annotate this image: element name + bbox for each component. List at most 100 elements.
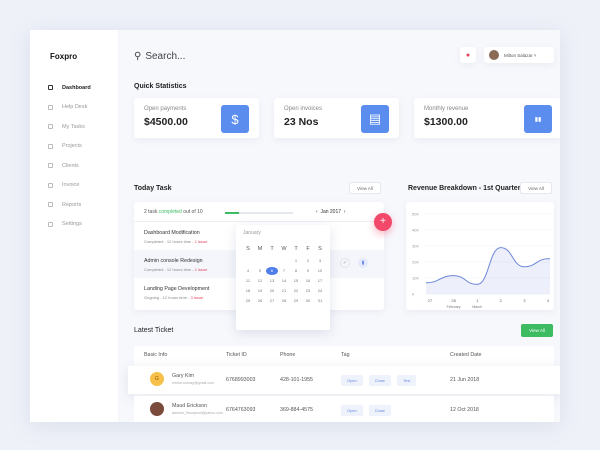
nav-icon [48, 221, 53, 227]
calendar-day[interactable]: 15 [293, 278, 299, 283]
column-header: Phone [280, 352, 296, 358]
calendar-day[interactable]: 29 [293, 298, 299, 303]
nav-icon [48, 143, 53, 149]
task-item[interactable]: Dashboard Modification Completed - 12 hou… [144, 230, 208, 244]
column-header: Created Date [450, 352, 482, 358]
calendar-day[interactable]: 21 [281, 288, 287, 293]
x-group-label: March [472, 305, 482, 309]
notification-icon[interactable]: ● [460, 47, 476, 63]
check-icon[interactable]: ✓ [340, 258, 350, 268]
calendar-day[interactable]: 4 [246, 268, 250, 273]
calendar-day[interactable]: 10 [317, 268, 323, 273]
calendar-day[interactable]: 23 [305, 288, 311, 293]
y-tick-label: 200 [412, 260, 419, 265]
sidebar-item-settings[interactable]: Settings [48, 215, 91, 235]
avatar [150, 402, 164, 416]
add-task-button[interactable]: + [374, 213, 392, 231]
calendar-day[interactable]: 12 [257, 278, 263, 283]
sidebar-item-reports[interactable]: Reports [48, 195, 91, 215]
ticket-view-all-button[interactable]: View All [521, 324, 553, 337]
weekday-label: W [281, 246, 287, 252]
tag-badge[interactable]: Test [397, 375, 417, 386]
logo: Foxpro [50, 52, 78, 61]
nav-icon [48, 124, 53, 130]
calendar-popup: January S M T W T F S · · · · 1 2 3 4 5 6 7 8 9 10 11 12 13 14 15… [236, 225, 330, 330]
sidebar-item-help-desk[interactable]: Help Desk [48, 98, 91, 118]
document-icon: ▤ [361, 105, 389, 133]
task-item[interactable]: Landing Page Development Ongoing - 12 hou… [144, 286, 210, 300]
y-tick-label: 300 [412, 244, 419, 249]
calendar-day[interactable]: 11 [245, 278, 251, 283]
revenue-title: Revenue Breakdown - 1st Quarter [408, 185, 521, 192]
calendar-day[interactable]: 5 [258, 268, 262, 273]
latest-ticket-title: Latest Ticket [134, 327, 174, 334]
area-fill [426, 247, 550, 294]
calendar-day[interactable]: 1 [294, 258, 298, 263]
weekday-label: S [318, 246, 322, 252]
revenue-view-all-button[interactable]: View All [520, 182, 552, 194]
month-selector[interactable]: ‹ Jan 2017 › [316, 209, 346, 215]
calendar-month: January [243, 230, 261, 236]
calendar-day[interactable]: 26 [257, 298, 263, 303]
calendar-day[interactable]: 3 [318, 258, 322, 263]
today-task-title: Today Task [134, 185, 172, 192]
calendar-day[interactable]: 19 [257, 288, 263, 293]
calendar-day[interactable]: 9 [306, 268, 310, 273]
calendar-day[interactable]: 7 [282, 268, 286, 273]
weekday-label: S [246, 246, 250, 252]
calendar-day[interactable]: 28 [281, 298, 287, 303]
search-input[interactable]: ⚲ Search... [134, 51, 186, 62]
calendar-day[interactable]: 25 [245, 298, 251, 303]
sidebar-item-dashboard[interactable]: Dashboard [48, 78, 91, 98]
x-tick-label: 2 [500, 298, 503, 303]
calendar-day[interactable]: 16 [305, 278, 311, 283]
x-tick-label: 3 [523, 298, 526, 303]
task-view-all-button[interactable]: View All [349, 182, 381, 194]
sidebar-item-invoice[interactable]: Invoice [48, 176, 91, 196]
table-row[interactable]: G Gary Kim elmira.murray@gmail.com 6768993… [128, 366, 560, 394]
tag-badge[interactable]: Open [341, 375, 363, 386]
sidebar-item-clients[interactable]: Clients [48, 156, 91, 176]
calendar-day[interactable]: 22 [293, 288, 299, 293]
calendar-day[interactable]: 20 [269, 288, 275, 293]
calendar-day[interactable]: 18 [245, 288, 251, 293]
tag-badge[interactable]: Close [368, 375, 392, 386]
nav-icon [48, 85, 53, 91]
delete-icon[interactable]: ▮ [358, 258, 368, 268]
x-tick-label: 28 [451, 298, 456, 303]
nav-icon [48, 163, 53, 169]
tag-badge[interactable]: Open [341, 405, 363, 416]
column-header: Tag [341, 352, 350, 358]
calendar-day[interactable]: 17 [317, 278, 323, 283]
revenue-chart: 0 100 200 300 400 500 27 28 1 2 3 4 February March [412, 212, 551, 309]
calendar-day[interactable]: 14 [281, 278, 287, 283]
nav-icon [48, 202, 53, 208]
y-tick-label: 400 [412, 228, 419, 233]
calendar-day[interactable]: 8 [294, 268, 298, 273]
calendar-day[interactable]: 30 [305, 298, 311, 303]
sidebar: Foxpro Dashboard Help Desk My Tasks Project… [30, 30, 118, 422]
tag-badge[interactable]: Close [368, 405, 392, 416]
task-item[interactable]: Admin console Redesign Completed - 12 hou… [144, 258, 208, 272]
calendar-day[interactable]: 13 [269, 278, 275, 283]
sidebar-item-my-tasks[interactable]: My Tasks [48, 117, 91, 137]
table-row[interactable]: Maud Erickson darlene_thompson@yahoo.com … [134, 395, 554, 422]
search-icon: ⚲ [134, 51, 142, 62]
nav-icon [48, 182, 53, 188]
calendar-day[interactable]: 24 [317, 288, 323, 293]
task-summary: 2 task completed out of 10 [144, 209, 203, 215]
x-tick-label: 4 [547, 298, 550, 303]
user-menu[interactable]: Milton Salazar ˅ [484, 47, 554, 63]
quick-stats-title: Quick Statistics [134, 83, 187, 90]
calendar-grid: S M T W T F S · · · · 1 2 3 4 5 6 7 8 9 10 11 12 13 14 15 16 17 18 19… [242, 245, 326, 305]
calendar-day[interactable]: 2 [306, 258, 310, 263]
weekday-label: F [306, 246, 310, 252]
calendar-day[interactable]: 31 [317, 298, 323, 303]
y-tick-label: 500 [412, 212, 419, 217]
x-tick-label: 27 [428, 298, 433, 303]
series-line [425, 247, 551, 285]
calendar-day[interactable]: 6 [266, 267, 278, 275]
sidebar-item-projects[interactable]: Projects [48, 137, 91, 157]
stat-card: Open invoices 23 Nos ▤ [274, 98, 399, 138]
calendar-day[interactable]: 27 [269, 298, 275, 303]
